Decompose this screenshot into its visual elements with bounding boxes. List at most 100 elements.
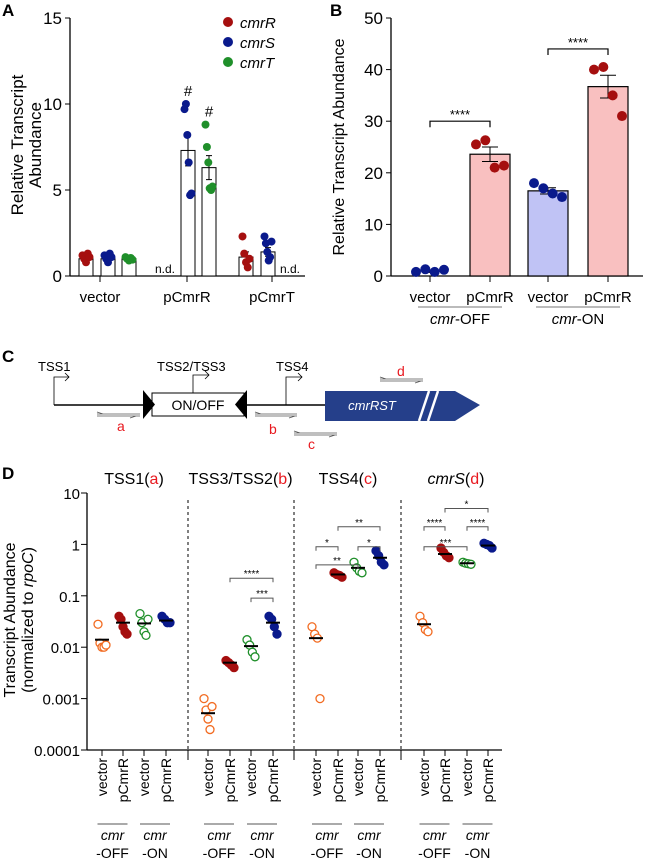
x-tick-label: pCmrR <box>222 758 238 802</box>
panel-label-b: B <box>330 1 342 20</box>
not-detected-label: n.d. <box>155 262 175 276</box>
subpanel-title: cmrS(d) <box>428 471 485 488</box>
y-tick-label: 10 <box>364 215 383 234</box>
data-point <box>489 162 500 173</box>
data-point <box>411 266 421 277</box>
x-tick-label: vector <box>528 289 569 306</box>
y-axis-label-line1: Relative Transcript <box>8 74 27 215</box>
group-label-suffix: -ON <box>356 845 382 861</box>
x-tick-label: pCmrR <box>265 758 281 802</box>
data-point-cmrS <box>107 253 116 262</box>
y-axis-label-gene: rpoC <box>20 552 37 587</box>
data-point <box>480 135 491 146</box>
gene-break-icon <box>417 390 440 422</box>
y-tick-label: 0 <box>374 267 383 286</box>
tss4-label: TSS4 <box>276 359 309 374</box>
data-point-open-green <box>143 614 153 624</box>
significance-label: ** <box>355 518 363 529</box>
data-point-open-orange <box>203 714 213 724</box>
subpanel-title-primer: a <box>150 471 159 488</box>
x-tick-label: vector <box>410 289 451 306</box>
group-label-prefix: cmr <box>466 827 491 843</box>
subpanel-title-target: cmrS <box>428 471 466 488</box>
y-axis-label-part: ) <box>20 547 37 552</box>
y-tick-label: 50 <box>364 9 383 28</box>
significance-label: **** <box>427 518 443 529</box>
significance-bracket <box>466 526 489 531</box>
data-point-cmrS <box>181 100 190 108</box>
primer-d <box>379 376 423 384</box>
data-point-cmrT <box>202 143 211 151</box>
tss23-arrow <box>192 370 210 393</box>
data-point-cmrT <box>201 120 210 129</box>
x-tick-label: vector <box>200 758 216 796</box>
legend-marker-cmrS <box>223 37 233 47</box>
data-point-cmrT <box>204 158 213 167</box>
x-tick-label: pCmrR <box>163 289 211 306</box>
legend-marker-cmrR <box>223 17 233 27</box>
primer-b-label: b <box>269 421 277 437</box>
significance-bracket <box>444 507 489 513</box>
x-tick-label: pCmrR <box>158 758 174 802</box>
paren-open: ( <box>273 471 279 488</box>
cmrrst-gene-arrow <box>325 391 480 421</box>
group-label-prefix: cmr <box>552 311 578 328</box>
y-tick-label: 40 <box>364 61 383 80</box>
significance-bracket <box>315 564 359 569</box>
data-point-open-green <box>135 608 145 619</box>
data-point <box>529 178 539 189</box>
group-label-suffix: -ON <box>249 845 275 861</box>
data-point-cmrR <box>240 249 249 258</box>
group-label-prefix: cmr <box>250 827 275 843</box>
primer-a-label: a <box>117 418 125 434</box>
y-tick-label: 0.0001 <box>34 743 80 760</box>
data-point <box>598 62 609 73</box>
data-point <box>617 111 627 122</box>
bar <box>527 190 569 277</box>
data-point-open-orange <box>93 619 103 629</box>
data-point <box>547 188 558 199</box>
primer-c <box>293 430 337 438</box>
x-tick-label: pCmrR <box>330 758 346 802</box>
paren-open: ( <box>465 471 471 488</box>
paren-open: ( <box>359 471 365 488</box>
subpanel-title-target: TSS3/TSS2 <box>188 471 273 488</box>
significance-marker: # <box>205 104 214 121</box>
paren-close: ) <box>158 471 163 488</box>
tss4-arrow <box>285 372 303 405</box>
data-point <box>420 264 431 275</box>
significance-bracket <box>357 546 381 551</box>
subpanel-title-primer: c <box>364 471 372 488</box>
group-label-suffix: -OFF <box>418 845 451 861</box>
inverted-repeat-right-icon <box>235 390 247 419</box>
x-tick-label: vector <box>136 758 152 796</box>
y-tick-label: 5 <box>53 181 62 200</box>
chart-d: 0.0001 0.001 0.01 0.1 1 10 Transcript Abundanc… <box>2 471 502 861</box>
primer-d-label: d <box>397 363 405 379</box>
panel-label-c: C <box>2 347 14 366</box>
chart-a: 0 5 10 15 Relative Transcript Abundance vector… <box>8 9 305 306</box>
x-tick-label: vector <box>94 758 110 796</box>
significance-bracket <box>315 546 339 551</box>
inverted-repeat-left-icon <box>143 390 155 419</box>
significance-bracket <box>423 546 468 551</box>
switch-label: ON/OFF <box>172 397 225 413</box>
group-label-prefix: cmr <box>143 827 168 843</box>
data-point-cmrR <box>245 254 254 263</box>
significance-bracket <box>250 597 274 603</box>
data-point-open-orange <box>207 701 217 712</box>
group-label-suffix: -OFF <box>455 311 490 328</box>
group-label-suffix: -OFF <box>311 845 344 861</box>
data-point-open-green <box>466 559 476 569</box>
y-tick-label: 0 <box>53 267 62 286</box>
data-point <box>538 183 549 194</box>
subpanel-title-target: TSS4 <box>319 471 359 488</box>
data-point <box>471 139 481 150</box>
subpanel-title-target: TSS1 <box>104 471 144 488</box>
data-point-filled-blue <box>272 629 282 639</box>
data-point <box>589 64 599 75</box>
primer-c-label: c <box>308 436 315 452</box>
panel-label-d: D <box>2 464 14 483</box>
tss23-label: TSS2/TSS3 <box>157 359 226 374</box>
subpanel-title-primer: b <box>278 471 287 488</box>
